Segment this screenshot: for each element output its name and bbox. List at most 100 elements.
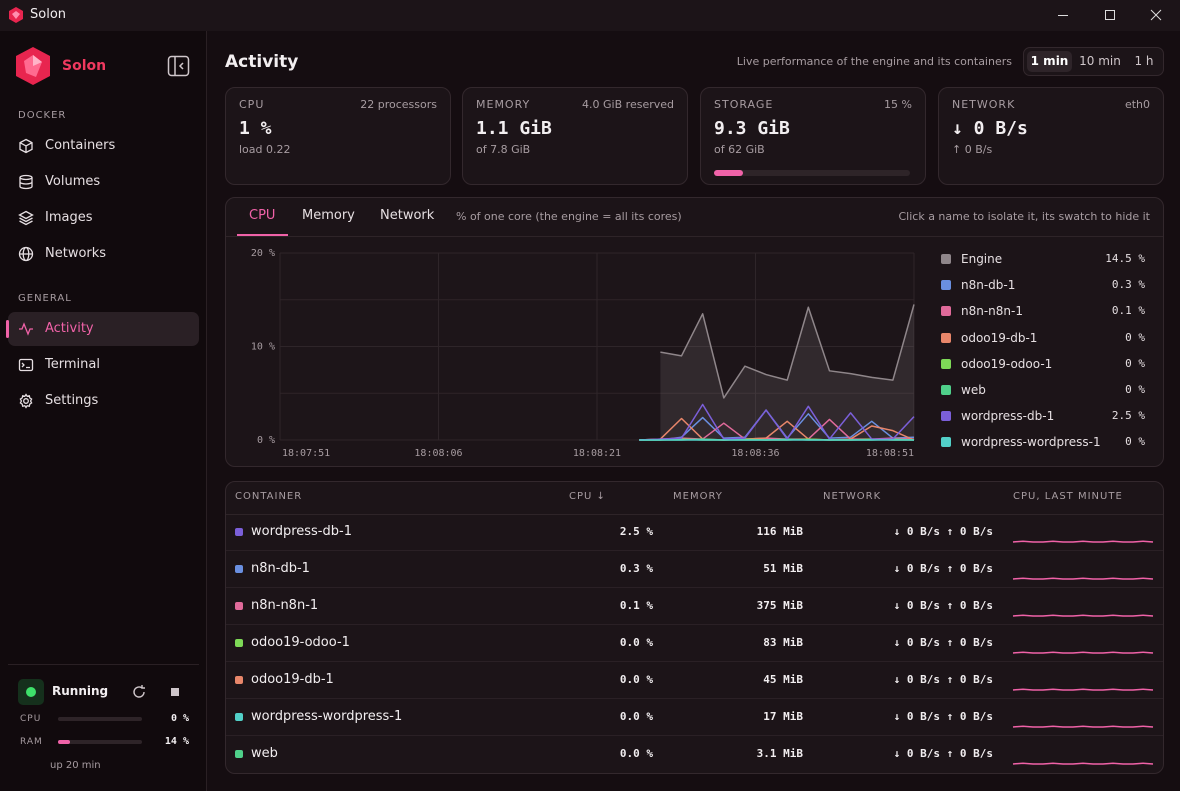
sparkline bbox=[1012, 688, 1154, 691]
icon-shape bbox=[167, 55, 190, 77]
stop-button[interactable] bbox=[170, 687, 180, 697]
legend-swatch[interactable] bbox=[941, 280, 951, 291]
icon-shape bbox=[19, 393, 33, 409]
legend-name[interactable]: wordpress-wordpress-1 bbox=[961, 435, 1101, 450]
card-label: MEMORY bbox=[476, 98, 531, 111]
usage-fill bbox=[714, 170, 744, 176]
range-option[interactable]: 1 min bbox=[1030, 54, 1069, 68]
legend-name[interactable]: wordpress-db-1 bbox=[961, 409, 1055, 424]
chart-tab[interactable]: Network bbox=[380, 208, 435, 223]
legend-swatch[interactable] bbox=[941, 358, 951, 369]
legend-swatch[interactable] bbox=[941, 411, 951, 422]
nav-icon bbox=[18, 246, 34, 262]
row-divider bbox=[226, 661, 1163, 662]
nav-item[interactable]: Volumes bbox=[45, 174, 101, 189]
legend-name[interactable]: odoo19-odoo-1 bbox=[961, 356, 1053, 371]
legend-swatch[interactable] bbox=[941, 332, 951, 343]
nav-item[interactable]: Activity bbox=[45, 321, 94, 336]
icon-shape bbox=[23, 398, 29, 404]
y-tick-label: 0 % bbox=[257, 435, 275, 446]
column-header: CONTAINER bbox=[235, 491, 303, 502]
chart-tab[interactable]: Memory bbox=[302, 208, 355, 223]
icon-shape bbox=[19, 322, 33, 336]
legend-swatch[interactable] bbox=[941, 385, 951, 395]
sparkline bbox=[1012, 577, 1154, 580]
container-name: odoo19-db-1 bbox=[251, 672, 334, 687]
titlebar bbox=[0, 0, 1180, 31]
range-active-bg bbox=[1027, 51, 1072, 72]
icon-shape bbox=[19, 138, 33, 154]
status-bar-fill bbox=[58, 740, 70, 744]
range-option[interactable]: 10 min bbox=[1079, 54, 1121, 68]
icon-shape bbox=[18, 210, 34, 226]
nav-icon bbox=[19, 174, 33, 190]
sparkline bbox=[1012, 540, 1154, 543]
memory-cell: 17 MiB bbox=[763, 710, 803, 723]
column-header: MEMORY bbox=[673, 491, 723, 502]
nav-item[interactable]: Networks bbox=[45, 246, 107, 261]
cpu-cell: 0.0 % bbox=[619, 673, 653, 686]
stat-card bbox=[938, 87, 1164, 185]
legend-value: 0 % bbox=[1125, 356, 1145, 370]
window-controls bbox=[1058, 9, 1162, 21]
nav-item[interactable]: Containers bbox=[45, 138, 116, 153]
table-header-divider bbox=[226, 514, 1163, 515]
status-label: CPU bbox=[20, 714, 42, 724]
column-header[interactable]: CPU ↓ bbox=[569, 491, 606, 502]
legend-swatch[interactable] bbox=[941, 437, 951, 448]
range-option[interactable]: 1 h bbox=[1134, 54, 1154, 68]
legend-name[interactable]: odoo19-db-1 bbox=[961, 330, 1038, 345]
container-name: web bbox=[251, 746, 278, 761]
card-label: CPU bbox=[239, 98, 265, 111]
icon-shape bbox=[19, 177, 33, 190]
x-tick-label: 18:08:36 bbox=[731, 448, 779, 459]
legend-name[interactable]: n8n-n8n-1 bbox=[961, 304, 1023, 319]
card-detail: ↑ 0 B/s bbox=[952, 143, 993, 156]
nav-icon bbox=[18, 210, 34, 226]
cpu-cell: 2.5 % bbox=[619, 525, 653, 538]
nav-item[interactable]: Terminal bbox=[45, 357, 100, 372]
stat-card bbox=[462, 87, 688, 185]
nav-item[interactable]: Settings bbox=[45, 393, 99, 408]
icon-shape bbox=[18, 358, 34, 372]
nav-active-bg bbox=[8, 312, 199, 346]
chart-hint: Click a name to isolate it, its swatch t… bbox=[898, 210, 1150, 223]
brand: Solon bbox=[62, 58, 107, 74]
nav-icon bbox=[19, 138, 33, 154]
legend-name[interactable]: n8n-db-1 bbox=[961, 278, 1016, 293]
card-aside: eth0 bbox=[1124, 98, 1150, 111]
table-panel bbox=[225, 481, 1164, 774]
network-cell: ↓ 0 B/s ↑ 0 B/s bbox=[893, 525, 993, 538]
status-state: Running bbox=[52, 684, 109, 698]
row-swatch bbox=[235, 528, 243, 536]
maximize-button[interactable] bbox=[1105, 10, 1115, 20]
memory-cell: 45 MiB bbox=[763, 673, 803, 686]
icon-shape bbox=[26, 687, 36, 697]
icon-shape bbox=[178, 62, 184, 70]
legend-swatch[interactable] bbox=[941, 254, 951, 264]
nav-icon bbox=[18, 358, 34, 372]
collapse-button[interactable] bbox=[167, 55, 190, 77]
network-cell: ↓ 0 B/s ↑ 0 B/s bbox=[893, 747, 993, 760]
legend-swatch[interactable] bbox=[941, 306, 951, 317]
window-title: Solon bbox=[30, 7, 67, 22]
chart-tab[interactable]: CPU bbox=[249, 208, 276, 223]
row-swatch bbox=[235, 602, 243, 610]
status-bar-track bbox=[58, 740, 142, 744]
nav-heading: DOCKER bbox=[18, 110, 67, 121]
status-value: 14 % bbox=[164, 736, 189, 747]
row-divider bbox=[226, 698, 1163, 699]
restart-button[interactable] bbox=[131, 684, 147, 700]
legend-value: 0 % bbox=[1125, 330, 1145, 344]
memory-cell: 83 MiB bbox=[763, 636, 803, 649]
network-cell: ↓ 0 B/s ↑ 0 B/s bbox=[893, 673, 993, 686]
legend-name[interactable]: Engine bbox=[961, 252, 1003, 266]
card-value: 1.1 GiB bbox=[476, 118, 552, 139]
legend-name[interactable]: web bbox=[961, 383, 986, 397]
close-button[interactable] bbox=[1150, 9, 1162, 21]
icon-shape bbox=[33, 55, 42, 66]
nav-item[interactable]: Images bbox=[45, 210, 93, 225]
series-line bbox=[639, 403, 915, 441]
series-line bbox=[660, 304, 915, 399]
